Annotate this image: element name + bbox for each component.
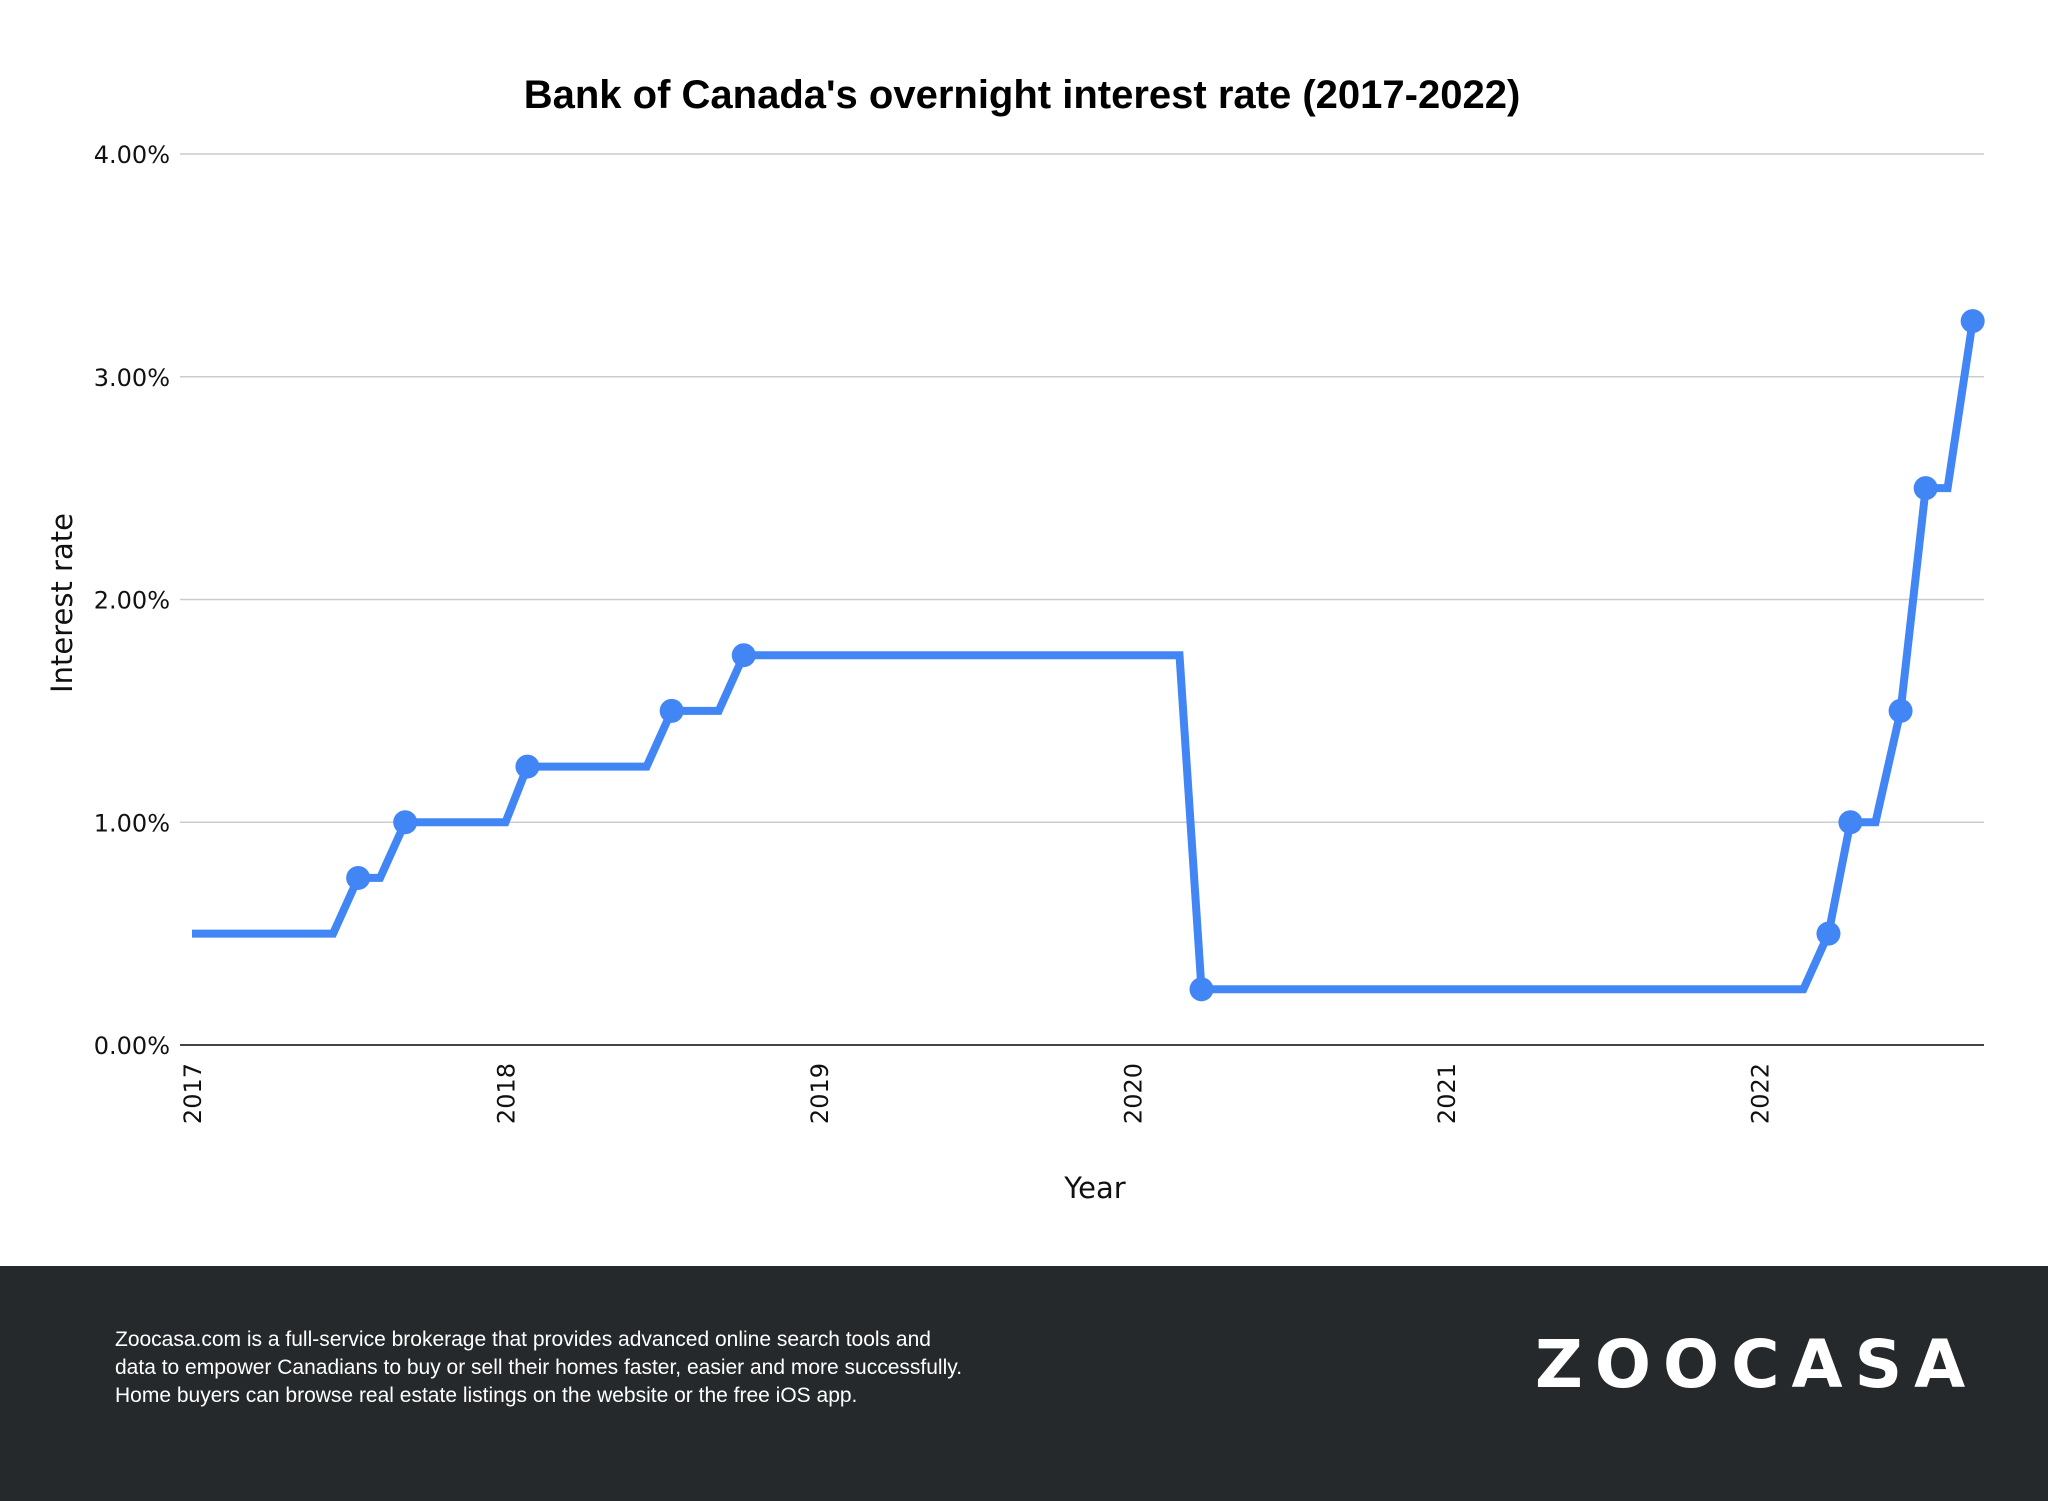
x-tick-label: 2017 xyxy=(179,1063,207,1124)
data-point xyxy=(515,754,540,779)
footer-line: Zoocasa.com is a full-service brokerage … xyxy=(115,1328,931,1351)
data-point xyxy=(1816,921,1841,946)
data-point xyxy=(1189,977,1214,1002)
footer-description: Zoocasa.com is a full-service brokerage … xyxy=(115,1326,1015,1410)
x-tick-label: 2021 xyxy=(1433,1063,1461,1124)
line-chart: Bank of Canada's overnight interest rate… xyxy=(45,73,1985,1205)
data-point xyxy=(1888,698,1913,723)
zoocasa-logo: ZOOCASA xyxy=(1535,1326,1978,1403)
data-point xyxy=(1960,309,1985,334)
x-axis-label: Year xyxy=(1063,1171,1125,1205)
series-line xyxy=(192,320,1977,994)
data-point xyxy=(346,865,371,890)
x-tick-label: 2020 xyxy=(1120,1063,1148,1124)
chart-title: Bank of Canada's overnight interest rate… xyxy=(524,73,1521,117)
x-tick-label: 2018 xyxy=(493,1063,521,1124)
data-point xyxy=(1913,476,1938,501)
y-tick-label: 3.00% xyxy=(94,364,170,392)
footer-line: Home buyers can browse real estate listi… xyxy=(115,1384,858,1407)
y-tick-label: 0.00% xyxy=(94,1032,170,1060)
data-point xyxy=(731,643,756,668)
y-tick-label: 1.00% xyxy=(94,809,170,837)
footer-line: data to empower Canadians to buy or sell… xyxy=(115,1356,963,1379)
data-point xyxy=(393,810,418,835)
x-tick-label: 2022 xyxy=(1747,1063,1775,1124)
x-tick-label: 2019 xyxy=(806,1063,834,1124)
y-axis-label: Interest rate xyxy=(45,513,79,693)
y-tick-label: 4.00% xyxy=(94,141,170,169)
y-tick-label: 2.00% xyxy=(94,587,170,615)
data-point xyxy=(659,698,684,723)
footer: Zoocasa.com is a full-service brokerage … xyxy=(0,1266,2048,1501)
data-point xyxy=(1838,810,1863,835)
